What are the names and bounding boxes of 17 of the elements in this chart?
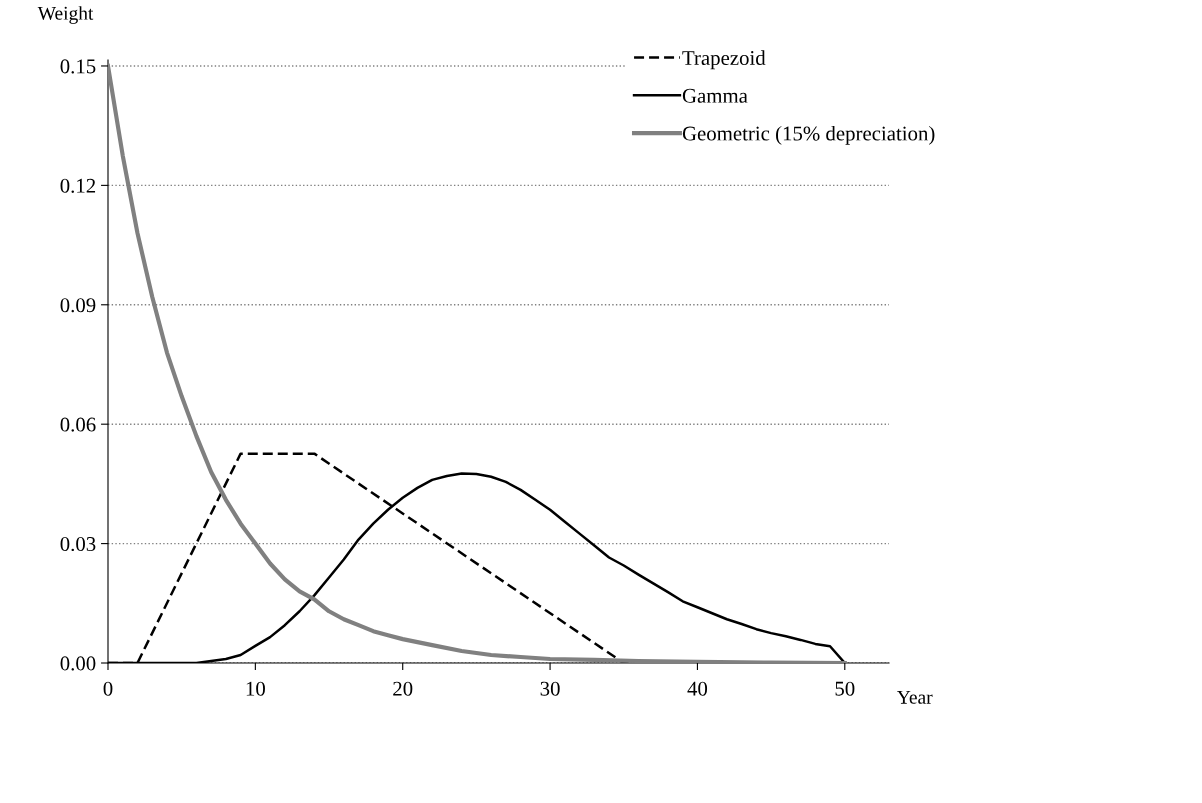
x-axis-title: Year [897, 690, 933, 704]
y-tick-label: 0.06 [60, 417, 96, 432]
y-tick-label: 0.09 [60, 298, 96, 313]
legend-label: Gamma [682, 88, 748, 103]
y-axis-title: Weight [37, 6, 94, 24]
y-tick-label: 0.03 [60, 536, 96, 552]
y-tick-label: 0.12 [60, 178, 96, 193]
x-tick-label: 30 [540, 681, 560, 696]
legend-label: Trapezoid [682, 50, 766, 70]
x-tick-label: 10 [246, 681, 265, 696]
x-tick-label: 0 [103, 681, 113, 696]
x-tick-label: 40 [687, 681, 708, 696]
legend-label: Geometric (15% depreciation) [682, 125, 935, 145]
x-tick-label: 50 [835, 681, 855, 696]
y-tick-label: 0.15 [60, 59, 96, 74]
x-tick-label: 20 [393, 681, 413, 696]
y-tick-label: 0.00 [60, 656, 96, 671]
